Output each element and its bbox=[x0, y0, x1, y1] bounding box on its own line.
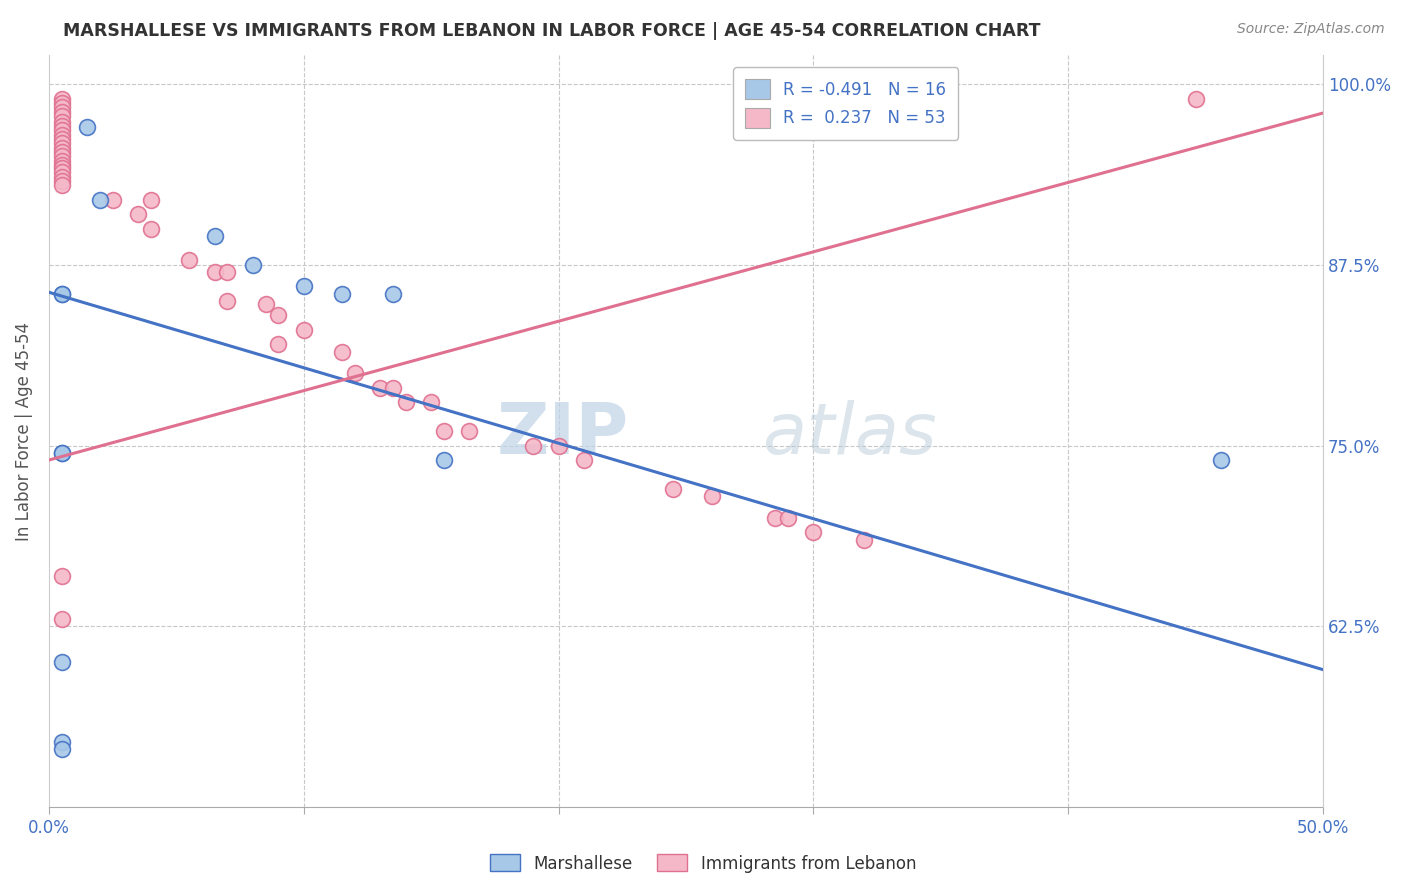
Point bbox=[51, 286, 73, 301]
Point bbox=[368, 381, 391, 395]
Point bbox=[51, 446, 73, 460]
Point bbox=[139, 193, 162, 207]
Text: ZIP: ZIP bbox=[496, 401, 628, 469]
Point bbox=[51, 119, 73, 133]
Point bbox=[51, 742, 73, 756]
Point bbox=[292, 323, 315, 337]
Point bbox=[51, 91, 73, 105]
Point bbox=[763, 511, 786, 525]
Point bbox=[51, 114, 73, 128]
Point bbox=[700, 489, 723, 503]
Point bbox=[420, 395, 443, 409]
Point bbox=[51, 169, 73, 184]
Point bbox=[330, 286, 353, 301]
Point bbox=[547, 439, 569, 453]
Point bbox=[139, 221, 162, 235]
Point bbox=[101, 193, 124, 207]
Y-axis label: In Labor Force | Age 45-54: In Labor Force | Age 45-54 bbox=[15, 322, 32, 541]
Point bbox=[254, 297, 277, 311]
Point bbox=[217, 293, 239, 308]
Point bbox=[51, 612, 73, 626]
Point bbox=[51, 446, 73, 460]
Text: Source: ZipAtlas.com: Source: ZipAtlas.com bbox=[1237, 22, 1385, 37]
Point bbox=[803, 525, 825, 540]
Point bbox=[572, 453, 595, 467]
Point bbox=[89, 193, 111, 207]
Point bbox=[51, 145, 73, 159]
Point bbox=[51, 123, 73, 137]
Point bbox=[204, 228, 226, 243]
Point bbox=[433, 453, 456, 467]
Point bbox=[51, 158, 73, 172]
Point bbox=[51, 100, 73, 114]
Point bbox=[1184, 91, 1206, 105]
Point bbox=[51, 735, 73, 749]
Point bbox=[51, 109, 73, 123]
Point bbox=[51, 286, 73, 301]
Point bbox=[51, 149, 73, 163]
Point bbox=[127, 207, 149, 221]
Point bbox=[382, 286, 405, 301]
Point bbox=[395, 395, 418, 409]
Legend: Marshallese, Immigrants from Lebanon: Marshallese, Immigrants from Lebanon bbox=[484, 847, 922, 880]
Legend: R = -0.491   N = 16, R =  0.237   N = 53: R = -0.491 N = 16, R = 0.237 N = 53 bbox=[734, 67, 957, 139]
Point bbox=[458, 424, 481, 438]
Point bbox=[204, 265, 226, 279]
Point bbox=[662, 482, 685, 496]
Point bbox=[51, 174, 73, 188]
Point bbox=[51, 568, 73, 582]
Point bbox=[51, 136, 73, 151]
Point bbox=[382, 381, 405, 395]
Point bbox=[522, 439, 544, 453]
Point bbox=[1211, 453, 1233, 467]
Text: MARSHALLESE VS IMMIGRANTS FROM LEBANON IN LABOR FORCE | AGE 45-54 CORRELATION CH: MARSHALLESE VS IMMIGRANTS FROM LEBANON I… bbox=[63, 22, 1040, 40]
Point bbox=[292, 279, 315, 293]
Point bbox=[267, 337, 290, 351]
Point bbox=[51, 178, 73, 193]
Text: atlas: atlas bbox=[762, 401, 938, 469]
Point bbox=[242, 258, 264, 272]
Point bbox=[76, 120, 98, 135]
Point bbox=[51, 104, 73, 119]
Point bbox=[267, 309, 290, 323]
Point bbox=[433, 424, 456, 438]
Point bbox=[51, 141, 73, 155]
Point bbox=[179, 253, 201, 268]
Point bbox=[51, 128, 73, 142]
Point bbox=[853, 533, 876, 547]
Point bbox=[217, 265, 239, 279]
Point bbox=[51, 165, 73, 179]
Point bbox=[343, 366, 366, 380]
Point bbox=[776, 511, 799, 525]
Point bbox=[51, 656, 73, 670]
Point bbox=[51, 161, 73, 175]
Point bbox=[51, 153, 73, 168]
Point bbox=[51, 95, 73, 110]
Point bbox=[51, 132, 73, 146]
Point bbox=[330, 344, 353, 359]
